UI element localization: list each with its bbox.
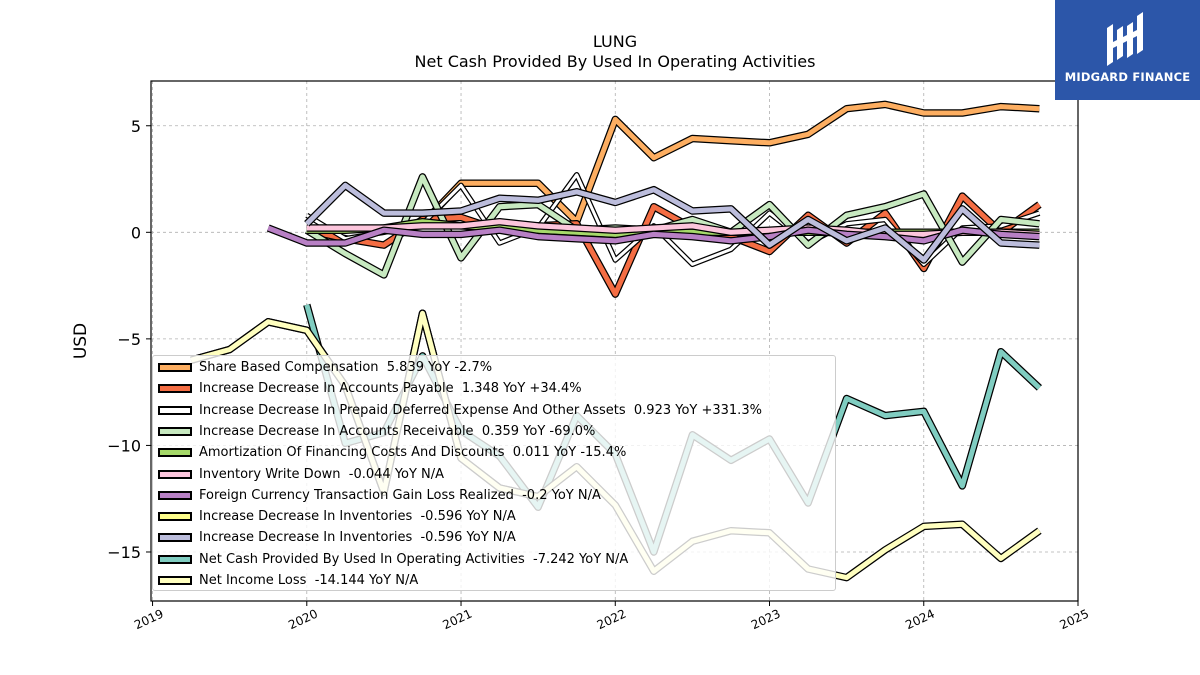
legend-label: Amortization Of Financing Costs And Disc… [199,445,627,461]
brand-logo: MIDGARD FINANCE [1055,0,1200,100]
y-tick-label: −10 [107,436,141,455]
series-stroke [305,182,1040,263]
x-tick-label: 2019 [132,607,166,633]
series-line-0 [419,100,1040,227]
legend-item: Increase Decrease In Inventories -0.596 … [158,506,516,527]
x-tick-label: 2024 [903,607,937,633]
legend-label: Net Cash Provided By Used In Operating A… [199,551,629,567]
y-tick-label: 5 [131,117,141,136]
legend-item: Share Based Compensation 5.839 YoY -2.7% [158,357,492,378]
y-axis-ticks: 5 0 −5 −10 −15 [107,117,151,562]
legend-item: Increase Decrease In Prepaid Deferred Ex… [158,400,762,421]
legend-item: Increase Decrease In Accounts Payable 1.… [158,378,582,399]
series-stroke [267,225,1040,246]
legend-swatch [158,469,192,479]
legend-swatch [158,533,192,543]
legend-item: Foreign Currency Transaction Gain Loss R… [158,485,601,506]
y-axis-label: USD [71,323,91,359]
legend-label: Increase Decrease In Accounts Receivable… [199,423,596,439]
plot-frame [150,80,1079,602]
legend-item: Net Income Loss -14.144 YoY N/A [158,570,418,591]
chart-title: LUNG [593,32,637,51]
x-tick-label: 2025 [1058,607,1092,633]
series-line-8 [304,181,1040,264]
legend-label: Increase Decrease In Inventories -0.596 … [199,509,516,525]
legend-label: Share Based Compensation 5.839 YoY -2.7% [199,360,493,375]
legend-swatch [158,363,192,372]
legend-item: Increase Decrease In Inventories -0.596 … [158,527,516,548]
legend-swatch [158,426,192,436]
legend-swatch [158,405,192,415]
legend-swatch [158,384,192,394]
legend-swatch [158,554,192,564]
legend-swatch [158,490,192,500]
legend-swatch [158,448,192,458]
legend-swatch [158,576,192,585]
legend-label: Net Income Loss -14.144 YoY N/A [199,573,419,588]
chart-subtitle: Net Cash Provided By Used In Operating A… [415,52,816,71]
series-stroke [420,101,1040,226]
x-tick-label: 2023 [749,607,783,633]
legend-item: Increase Decrease In Accounts Receivable… [158,421,595,442]
legend-label: Foreign Currency Transaction Gain Loss R… [199,487,601,503]
brand-name: MIDGARD FINANCE [1064,70,1191,84]
y-tick-label: −15 [107,543,141,562]
y-tick-label: 0 [131,223,141,242]
legend-label: Increase Decrease In Accounts Payable 1.… [199,381,582,397]
legend-item: Inventory Write Down -0.044 YoY N/A [158,464,444,485]
chart-legend: Share Based Compensation 5.839 YoY -2.7%… [152,355,836,591]
y-tick-label: −5 [117,330,141,349]
x-tick-label: 2021 [441,607,475,633]
legend-label: Increase Decrease In Prepaid Deferred Ex… [199,402,762,418]
x-tick-label: 2022 [595,607,629,633]
midgard-logo-icon [1107,12,1143,66]
series-stroke [306,219,1040,237]
legend-swatch [158,512,192,522]
series-line-6 [266,224,1040,247]
legend-label: Increase Decrease In Inventories -0.596 … [199,530,516,546]
x-tick-label: 2020 [286,607,320,633]
series-line-5 [306,217,1040,239]
legend-label: Inventory Write Down -0.044 YoY N/A [199,466,445,482]
x-axis-ticks: 2019 2020 2021 2022 2023 2024 2025 [132,601,1091,632]
legend-item: Net Cash Provided By Used In Operating A… [158,549,628,570]
legend-item: Amortization Of Financing Costs And Disc… [158,442,626,463]
